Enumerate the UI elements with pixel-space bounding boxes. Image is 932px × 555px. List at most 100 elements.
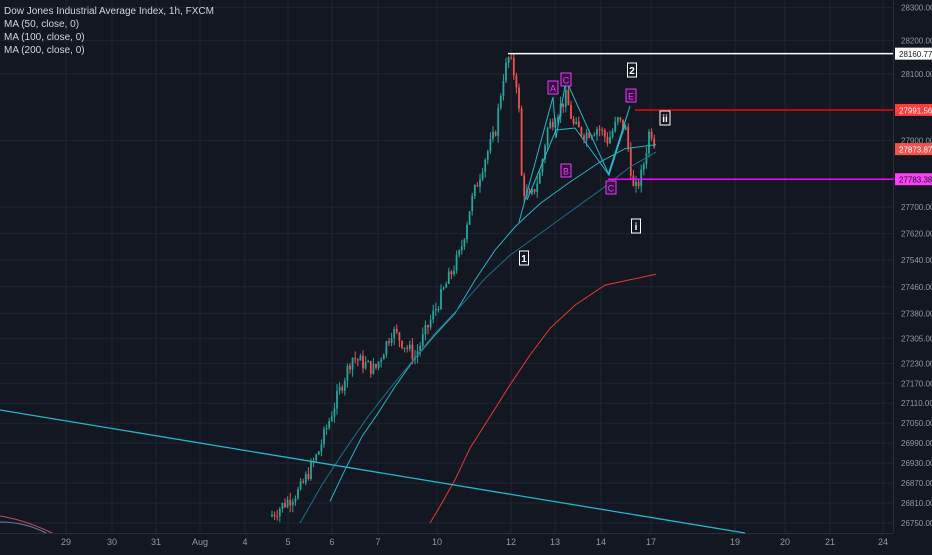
candle-body	[640, 169, 643, 187]
candle-body	[468, 211, 471, 225]
candle-body	[432, 310, 435, 320]
candle-body	[575, 121, 578, 124]
candle-body	[328, 421, 331, 428]
candle-body	[536, 183, 539, 192]
candle-body	[528, 191, 531, 194]
candle-body	[492, 131, 494, 140]
candle-body	[531, 189, 533, 194]
candle-body	[403, 347, 406, 349]
candle-body	[484, 159, 487, 173]
wave-label: ii	[662, 114, 668, 125]
candle-body	[382, 354, 385, 360]
candle-body	[645, 153, 648, 165]
price-tag-box	[895, 143, 932, 156]
candle-body	[642, 164, 645, 170]
legend-ma200: MA (200, close, 0)	[4, 45, 85, 56]
wave-label-box	[519, 250, 529, 266]
candle-body	[359, 355, 362, 361]
candle-body	[476, 184, 479, 187]
candle-body	[349, 365, 351, 370]
candle-body	[588, 132, 591, 138]
candle-body	[479, 179, 481, 187]
candle-body	[648, 131, 650, 154]
candle-body	[367, 361, 370, 363]
candle-body	[627, 126, 630, 148]
x-tick-label: 31	[151, 537, 161, 547]
candle-body	[315, 454, 318, 461]
candle-body	[570, 105, 572, 119]
price-tag-label: 27991.56	[899, 106, 932, 115]
candle-body	[346, 365, 349, 381]
chart-legend: Dow Jones Industrial Average Index, 1h, …	[4, 5, 214, 57]
candle-body	[281, 503, 284, 510]
candle-body	[354, 357, 357, 360]
y-tick-label: 27170.00	[901, 379, 932, 388]
candle-body	[395, 329, 398, 333]
candle-body	[572, 118, 575, 124]
candle-body	[401, 340, 403, 348]
candle-body	[388, 341, 390, 343]
candle-body	[453, 270, 455, 275]
candle-body	[583, 135, 585, 140]
candle-body	[325, 427, 328, 429]
x-tick-label: 6	[329, 537, 334, 547]
wave-label: 1	[521, 254, 527, 265]
candle-body	[455, 254, 458, 271]
wave-label-box	[659, 110, 671, 126]
candle-body	[273, 514, 276, 517]
y-tick-label: 28200.00	[901, 37, 932, 46]
pattern-label: B	[563, 167, 569, 177]
candle-body	[486, 151, 489, 160]
candle-body	[437, 308, 440, 310]
y-tick-label: 26930.00	[901, 459, 932, 468]
candle-body	[356, 359, 359, 361]
candle-body	[596, 128, 598, 135]
y-tick-label: 27460.00	[901, 283, 932, 292]
candle-body	[562, 103, 565, 107]
candle-body	[362, 355, 364, 369]
candle-body	[310, 461, 312, 479]
x-tick-label: 29	[61, 537, 71, 547]
candle-body	[393, 329, 396, 339]
pattern-label: C	[608, 184, 615, 194]
candle-body	[302, 481, 305, 483]
candle-body	[445, 283, 448, 288]
price-tag-box	[895, 47, 932, 60]
candle-body	[304, 473, 307, 483]
candle-body	[338, 386, 341, 391]
x-tick-label: 30	[107, 537, 117, 547]
price-tag-label: 27873.87	[899, 146, 932, 155]
candle-body	[434, 309, 437, 311]
candle-body	[351, 357, 354, 370]
candle-body	[450, 271, 453, 275]
pattern-path-2	[526, 124, 626, 201]
candle-body	[424, 325, 427, 335]
y-tick-label: 27380.00	[901, 309, 932, 318]
x-tick-label: 10	[432, 537, 442, 547]
y-tick-label: 26750.00	[901, 519, 932, 528]
candle-body	[372, 364, 375, 374]
candle-body	[336, 390, 338, 409]
candle-body	[567, 90, 570, 106]
candle-body	[380, 359, 383, 362]
candle-body	[406, 347, 409, 349]
pattern-label: C	[563, 76, 570, 86]
x-tick-label: 14	[596, 537, 606, 547]
pattern-label-box	[560, 72, 572, 87]
y-tick-label: 27700.00	[901, 203, 932, 212]
candle-body	[546, 128, 549, 146]
candle-body	[541, 159, 544, 173]
candle-body	[364, 362, 367, 369]
candle-body	[523, 175, 526, 197]
candle-body	[515, 75, 518, 88]
candle-body	[580, 127, 583, 136]
x-tick-label: 5	[285, 537, 290, 547]
candle-body	[286, 499, 289, 508]
x-tick-label: 13	[550, 537, 560, 547]
trendline[interactable]	[0, 409, 746, 534]
candle-body	[632, 175, 635, 186]
candle-body	[398, 332, 401, 341]
